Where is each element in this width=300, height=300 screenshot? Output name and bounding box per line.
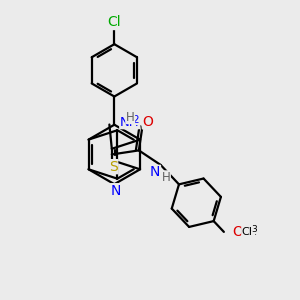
- Text: 3: 3: [251, 225, 257, 234]
- Text: N: N: [111, 184, 121, 198]
- Text: O: O: [142, 115, 153, 129]
- Text: N: N: [150, 165, 160, 179]
- Text: Cl: Cl: [107, 16, 121, 29]
- Text: 2: 2: [133, 115, 139, 124]
- Text: H: H: [162, 171, 170, 184]
- Text: CH: CH: [242, 227, 258, 238]
- Text: H: H: [126, 111, 135, 124]
- Text: S: S: [109, 160, 118, 174]
- Text: NH: NH: [120, 116, 140, 129]
- Text: O: O: [232, 225, 243, 239]
